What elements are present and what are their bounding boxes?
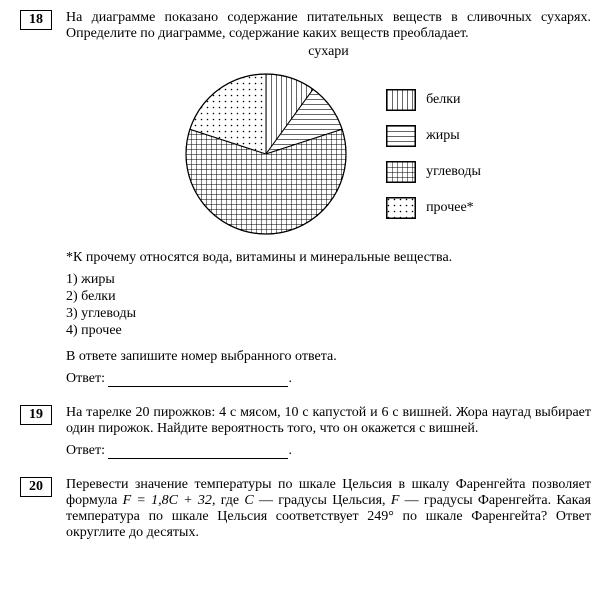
answer-row: Ответ: .: [66, 443, 591, 459]
legend-label: прочее*: [426, 200, 474, 216]
swatch-icon: [386, 89, 416, 111]
legend-label: белки: [426, 92, 460, 108]
footnote: *К прочему относятся вода, витамины и ми…: [66, 250, 591, 266]
formula: C: [244, 493, 253, 508]
legend-label: углеводы: [426, 164, 481, 180]
chart-title: сухари: [66, 44, 591, 60]
swatch-icon: [386, 125, 416, 147]
pie-chart: [176, 64, 356, 244]
formula: F = 1,8C + 32: [123, 493, 212, 508]
legend-label: жиры: [426, 128, 460, 144]
option: 1) жиры: [66, 272, 591, 288]
problem-19: 19 На тарелке 20 пирожков: 4 с мясом, 10…: [20, 405, 591, 459]
problem-18: 18 На диаграмме показано содержание пита…: [20, 10, 591, 387]
problem-number: 18: [20, 10, 52, 30]
problem-body: Перевести значение температуры по шкале …: [66, 477, 591, 541]
swatch-icon: [386, 161, 416, 183]
problem-body: На тарелке 20 пирожков: 4 с мясом, 10 с …: [66, 405, 591, 459]
answer-dot: .: [288, 443, 292, 458]
problem-number: 20: [20, 477, 52, 497]
problem-text: На диаграмме показано содержание питател…: [66, 10, 591, 42]
option: 4) прочее: [66, 323, 591, 339]
legend-item: прочее*: [386, 197, 481, 219]
answer-label: Ответ:: [66, 371, 105, 386]
legend: белки жиры углеводы прочее*: [386, 89, 481, 219]
instruction: В ответе запишите номер выбранного ответ…: [66, 349, 591, 365]
text: — градусы Цельсия,: [254, 493, 391, 508]
answer-options: 1) жиры 2) белки 3) углеводы 4) прочее: [66, 272, 591, 339]
problem-20: 20 Перевести значение температуры по шка…: [20, 477, 591, 541]
problem-body: На диаграмме показано содержание питател…: [66, 10, 591, 387]
legend-item: углеводы: [386, 161, 481, 183]
swatch-icon: [386, 197, 416, 219]
legend-item: жиры: [386, 125, 481, 147]
problem-text: На тарелке 20 пирожков: 4 с мясом, 10 с …: [66, 405, 591, 437]
option: 3) углеводы: [66, 306, 591, 322]
answer-dot: .: [288, 371, 292, 386]
problem-number: 19: [20, 405, 52, 425]
chart-area: белки жиры углеводы прочее*: [66, 64, 591, 244]
answer-blank[interactable]: [108, 458, 288, 459]
text: , где: [212, 493, 244, 508]
answer-row: Ответ: .: [66, 371, 591, 387]
answer-label: Ответ:: [66, 443, 105, 458]
legend-item: белки: [386, 89, 481, 111]
option: 2) белки: [66, 289, 591, 305]
answer-blank[interactable]: [108, 386, 288, 387]
